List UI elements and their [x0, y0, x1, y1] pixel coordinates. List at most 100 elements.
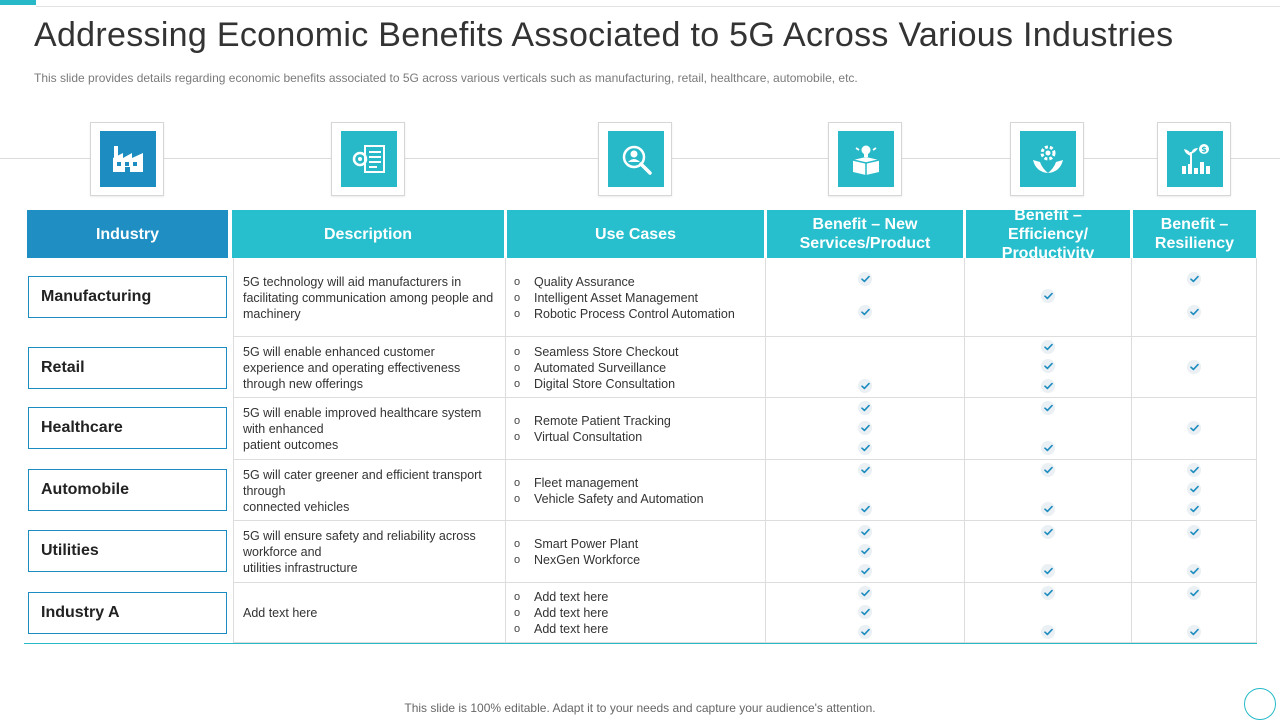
factory-icon [113, 146, 143, 172]
table-cell [766, 521, 965, 583]
table-cell [965, 583, 1132, 643]
check-icon [858, 463, 872, 477]
use-case-text: Add text here [534, 590, 609, 604]
table-cell [506, 337, 766, 398]
hollow-bullet-icon: o [514, 492, 521, 505]
hollow-bullet-icon: o [514, 431, 521, 443]
header-benefit-resiliency: Benefit – Resiliency [1133, 210, 1256, 258]
check-icon [1187, 360, 1201, 374]
industry-label: Utilities [28, 530, 227, 572]
description-cell: Add text here [243, 583, 499, 643]
magnifier-person-icon [622, 145, 652, 175]
check-icon [1041, 340, 1055, 354]
check-icon [1041, 401, 1055, 415]
page-title: Addressing Economic Benefits Associated … [34, 16, 1174, 54]
table-cell [766, 398, 965, 460]
table-cell [965, 460, 1132, 521]
use-case-text: Seamless Store Checkout [534, 344, 679, 359]
hollow-bullet-icon: o [514, 476, 521, 489]
check-icon [1041, 463, 1055, 477]
use-case-text: Digital Store Consultation [534, 376, 676, 391]
check-icon [858, 401, 872, 415]
svg-text:$: $ [1201, 145, 1207, 154]
hollow-bullet-icon: o [514, 377, 521, 390]
use-cases-list: o Add text here o Add text here o Add text he… [514, 583, 764, 643]
document-settings-icon [352, 145, 385, 173]
check-icon [1187, 625, 1201, 639]
use-case-item: o Intelligent Asset Management [514, 290, 764, 306]
hands-gear-icon [1033, 145, 1063, 173]
check-icon [858, 586, 872, 600]
table-cell [766, 258, 965, 337]
use-case-item: o Automated Surveillance [514, 360, 764, 376]
check-icon [1041, 502, 1055, 516]
check-icon [1187, 586, 1201, 600]
use-case-text: Remote Patient Tracking [534, 414, 671, 428]
table-cell [506, 398, 766, 460]
use-case-item: o NexGen Workforce [514, 552, 764, 568]
table-cell [506, 460, 766, 521]
description-cell: 5G technology will aid manufacturers in … [243, 258, 499, 337]
description-text: Add text here [243, 606, 318, 620]
table-cell [1132, 521, 1257, 583]
use-case-text: Fleet management [534, 475, 639, 490]
use-cases-list: o Quality Assurance o Intelligent Asset Man… [514, 258, 764, 337]
use-case-item: o Add text here [514, 605, 764, 621]
table-cell [1132, 258, 1257, 337]
use-cases-icon-card [598, 122, 672, 196]
footer-note: This slide is 100% editable. Adapt it to… [404, 701, 876, 715]
table-cell [233, 398, 506, 460]
check-icon [1041, 525, 1055, 539]
table-cell [965, 398, 1132, 460]
description-text: 5G will cater greener and efficient tran… [243, 467, 482, 498]
header-use-cases: Use Cases [507, 210, 764, 258]
use-case-item: o Fleet management [514, 475, 764, 491]
check-icon [858, 525, 872, 539]
table-cell [965, 521, 1132, 583]
check-icon [858, 305, 872, 319]
table-cell [233, 583, 506, 643]
table-cell [1132, 337, 1257, 398]
table-bottom-line [24, 643, 1257, 644]
description-icon-card [331, 122, 405, 196]
table-cell [1132, 460, 1257, 521]
use-cases-list: o Remote Patient Tracking o Virtual Consult… [514, 398, 764, 460]
industry-label: Automobile [28, 469, 227, 511]
header-benefit-efficiency: Benefit – Efficiency/ Productivity [966, 207, 1130, 262]
hollow-bullet-icon: o [514, 275, 521, 288]
table-cell [506, 258, 766, 337]
use-case-text: Add text here [534, 606, 609, 620]
industry-label: Industry A [28, 592, 227, 634]
check-icon [1041, 586, 1055, 600]
top-accent-bar [0, 0, 36, 5]
use-case-item: o Digital Store Consultation [514, 376, 764, 392]
check-icon [1187, 502, 1201, 516]
table-cell [233, 521, 506, 583]
hollow-bullet-icon: o [514, 345, 521, 358]
hollow-bullet-icon: o [514, 415, 521, 427]
use-case-text: Virtual Consultation [534, 430, 643, 444]
use-case-item: o Virtual Consultation [514, 429, 764, 445]
description-text: 5G technology will aid manufacturers in … [243, 274, 494, 321]
use-case-text: Quality Assurance [534, 274, 635, 289]
description-text: connected vehicles [243, 499, 350, 514]
use-case-text: Vehicle Safety and Automation [534, 491, 704, 506]
hollow-bullet-icon: o [514, 307, 521, 320]
description-cell: 5G will enable improved healthcare syste… [243, 398, 499, 460]
check-icon [858, 605, 872, 619]
hollow-bullet-icon: o [514, 554, 521, 566]
table-cell [1132, 398, 1257, 460]
check-icon [1187, 564, 1201, 578]
use-case-item: o Vehicle Safety and Automation [514, 491, 764, 507]
check-icon [858, 379, 872, 393]
use-case-text: NexGen Workforce [534, 553, 641, 567]
table-cell [233, 258, 506, 337]
use-case-item: o Remote Patient Tracking [514, 413, 764, 429]
page-subtitle: This slide provides details regarding ec… [34, 71, 858, 85]
hollow-bullet-icon: o [514, 623, 521, 635]
check-icon [858, 564, 872, 578]
use-case-item: o Seamless Store Checkout [514, 344, 764, 360]
corner-circle-decoration [1244, 688, 1276, 720]
use-case-item: o Smart Power Plant [514, 536, 764, 552]
check-icon [1187, 482, 1201, 496]
